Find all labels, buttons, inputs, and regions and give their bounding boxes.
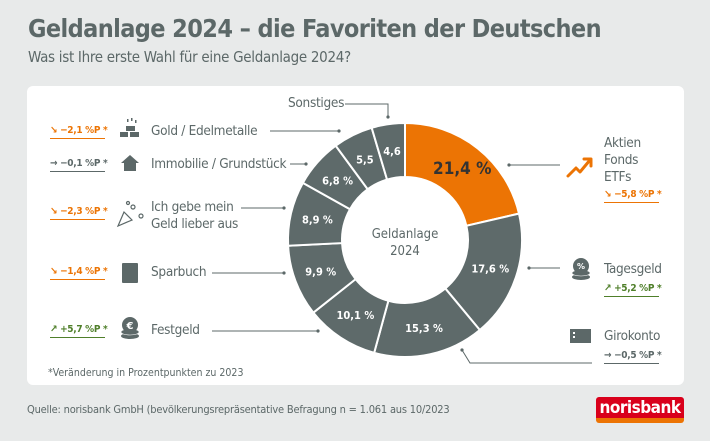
label-aktien-3: ETFs bbox=[604, 169, 632, 185]
house-icon bbox=[121, 155, 139, 171]
page-subtitle: Was ist Ihre erste Wahl für eine Geldanl… bbox=[28, 48, 351, 66]
segment-value-label: 9,9 % bbox=[305, 266, 336, 279]
source-note: Quelle: norisbank GmbH (bevölkerungsrepr… bbox=[27, 403, 450, 416]
change-sparbuch: ↘ −1,4 %P * bbox=[50, 266, 108, 280]
euro-coins-icon: € bbox=[120, 317, 140, 339]
footnote: *Veränderung in Prozentpunkten zu 2023 bbox=[48, 367, 244, 379]
card-icon bbox=[570, 329, 591, 343]
percent-coins-icon: % bbox=[571, 258, 591, 280]
book-icon bbox=[122, 263, 138, 283]
center-label-1: Geldanlage bbox=[372, 227, 439, 242]
label-sparbuch: Sparbuch bbox=[151, 264, 207, 280]
label-immobilie: Immobilie / Grundstück bbox=[151, 156, 287, 172]
label-tagesgeld: Tagesgeld bbox=[604, 261, 662, 277]
change-festgeld: ↗ +5,7 %P * bbox=[50, 324, 108, 338]
svg-text:€: € bbox=[126, 321, 134, 332]
trending-up-icon bbox=[566, 157, 593, 178]
segment-value-label: 6,8 % bbox=[322, 174, 353, 187]
party-popper-icon bbox=[116, 200, 144, 228]
donut-segment bbox=[370, 121, 406, 181]
segment-value-label: 21,4 % bbox=[433, 159, 491, 179]
change-ausgeben: ↘ −2,3 %P * bbox=[50, 206, 108, 220]
label-aktien-1: Aktien bbox=[604, 135, 641, 151]
page-title: Geldanlage 2024 – die Favoriten der Deut… bbox=[28, 14, 602, 43]
label-ausgeben-1: Ich gebe mein bbox=[151, 199, 234, 215]
label-ausgeben-2: Geld lieber aus bbox=[151, 216, 239, 232]
segment-value-label: 10,1 % bbox=[337, 309, 375, 322]
leader-lines bbox=[212, 103, 592, 364]
segment-value-label: 5,5 bbox=[356, 153, 374, 166]
gold-bars-icon bbox=[120, 118, 139, 137]
leader-dots bbox=[282, 115, 531, 352]
change-tagesgeld: ↗ +5,2 %P * bbox=[604, 283, 662, 297]
norisbank-logo: norisbank bbox=[596, 397, 684, 423]
change-immobilie: → −0,1 %P * bbox=[50, 158, 108, 172]
segment-value-label: 15,3 % bbox=[405, 322, 443, 335]
segment-value-label: 17,6 % bbox=[471, 263, 509, 276]
segment-value-label: 8,9 % bbox=[302, 213, 333, 226]
center-label-2: 2024 bbox=[390, 244, 420, 259]
label-gold: Gold / Edelmetalle bbox=[151, 123, 258, 139]
label-sonstiges: Sonstiges bbox=[288, 95, 345, 111]
segment-value-label: 4,6 bbox=[383, 145, 401, 158]
change-girokonto: → −0,5 %P * bbox=[604, 350, 662, 364]
donut-segment bbox=[404, 121, 521, 227]
label-festgeld: Festgeld bbox=[151, 322, 200, 338]
change-aktien: ↘ −5,8 %P * bbox=[604, 189, 662, 203]
label-girokonto: Girokonto bbox=[604, 328, 661, 344]
change-gold: ↘ −2,1 %P * bbox=[50, 125, 108, 139]
label-aktien-2: Fonds bbox=[604, 152, 639, 168]
svg-text:%: % bbox=[577, 262, 585, 271]
